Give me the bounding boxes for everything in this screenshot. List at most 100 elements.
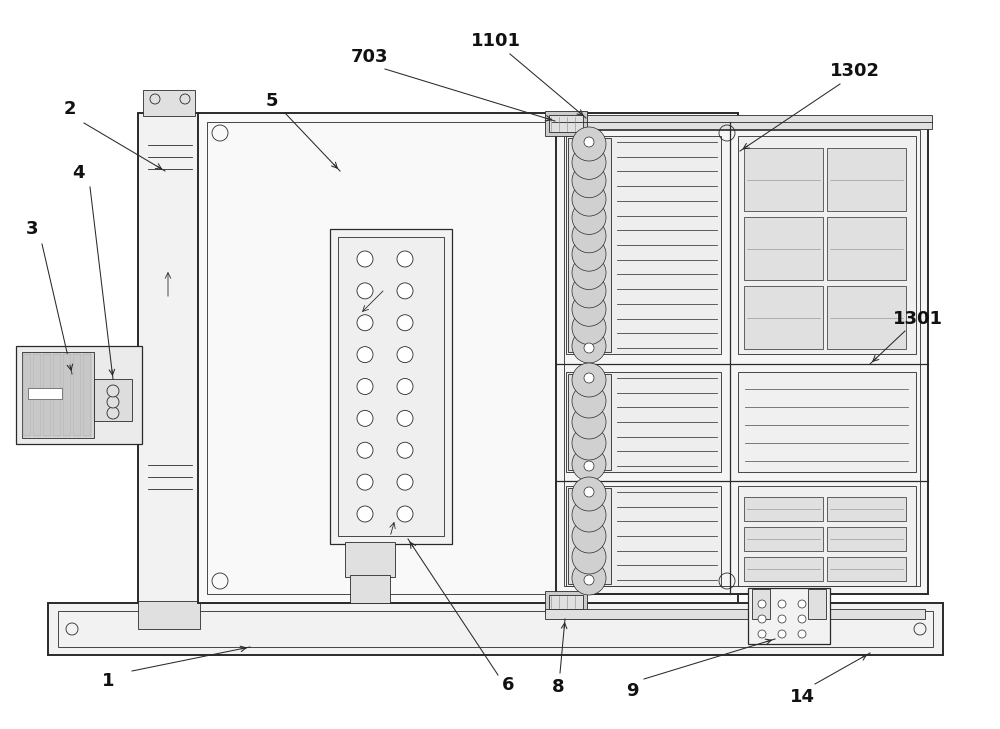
Circle shape [584,137,594,147]
Circle shape [572,561,606,595]
Bar [744,217,823,280]
Bar [338,237,444,536]
Bar [549,115,583,132]
Bar [94,379,132,421]
Circle shape [357,251,373,267]
Bar [549,595,583,609]
Circle shape [758,630,766,638]
Bar [58,611,933,647]
Circle shape [107,385,119,397]
Bar [744,557,823,581]
Bar [827,217,906,280]
Circle shape [572,540,606,574]
Text: 1: 1 [102,672,114,690]
Bar [744,497,823,521]
Circle shape [584,373,594,383]
Bar [738,136,916,354]
Text: 9: 9 [626,682,638,700]
Text: 1302: 1302 [830,62,880,80]
Bar [198,113,738,603]
Circle shape [778,615,786,623]
Bar [556,122,928,594]
Text: 3: 3 [26,220,38,238]
Bar [545,609,925,619]
Bar [330,229,452,544]
Bar [73,354,81,436]
Bar [566,486,721,586]
Bar [552,115,932,129]
Bar [545,111,587,136]
Bar [53,354,61,436]
Bar [83,354,91,436]
Circle shape [572,292,606,327]
Circle shape [572,237,606,271]
Bar [143,90,195,116]
Circle shape [357,506,373,522]
Circle shape [778,630,786,638]
Bar [827,286,906,349]
Bar [827,148,906,211]
Text: 1101: 1101 [471,32,521,50]
Bar [744,286,823,349]
Bar [43,354,51,436]
Circle shape [572,256,606,289]
Circle shape [397,474,413,490]
Bar [568,138,611,352]
Bar [545,591,587,613]
Circle shape [778,600,786,608]
Bar [744,148,823,211]
Circle shape [584,343,594,353]
Bar [738,486,916,586]
Circle shape [572,145,606,179]
Circle shape [572,182,606,216]
Bar [752,589,770,619]
Circle shape [357,346,373,362]
Circle shape [397,315,413,331]
Bar [23,354,31,436]
Circle shape [397,410,413,426]
Circle shape [758,600,766,608]
Bar [568,488,611,584]
Circle shape [572,311,606,345]
Circle shape [357,315,373,331]
Circle shape [107,407,119,419]
Circle shape [572,384,606,418]
Circle shape [572,219,606,253]
Circle shape [397,378,413,394]
Bar [350,575,390,603]
Bar [827,497,906,521]
Text: 703: 703 [351,48,389,66]
Circle shape [572,363,606,397]
Circle shape [397,506,413,522]
Circle shape [572,498,606,532]
Circle shape [397,346,413,362]
Circle shape [584,487,594,497]
Circle shape [572,164,606,198]
Circle shape [357,410,373,426]
Bar [48,603,943,655]
Bar [564,130,920,586]
Bar [345,542,395,577]
Circle shape [107,396,119,408]
Circle shape [798,615,806,623]
Circle shape [397,283,413,299]
Circle shape [357,283,373,299]
Bar [63,354,71,436]
Text: 8: 8 [552,678,564,696]
Circle shape [397,443,413,459]
Bar [568,374,611,470]
Text: 14: 14 [790,688,814,706]
Text: 1301: 1301 [893,310,943,328]
Circle shape [357,443,373,459]
Bar [16,346,142,444]
Circle shape [572,200,606,235]
Circle shape [572,426,606,460]
Text: 6: 6 [502,676,514,694]
Circle shape [357,474,373,490]
Bar [22,352,94,438]
Bar [33,354,41,436]
Circle shape [798,600,806,608]
Bar [138,113,200,603]
Bar [827,557,906,581]
Bar [827,527,906,551]
